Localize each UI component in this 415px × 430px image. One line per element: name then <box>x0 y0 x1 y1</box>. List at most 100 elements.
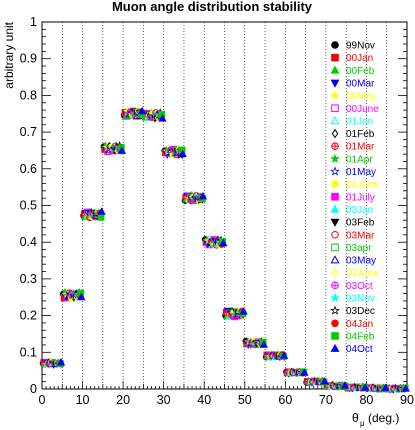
legend-marker <box>330 116 340 125</box>
y-tick-label: 0 <box>30 382 37 396</box>
data-point <box>340 381 350 389</box>
legend-item: 00Jan <box>331 53 373 64</box>
data-point <box>320 376 329 385</box>
legend-item: 03Mar <box>331 230 375 241</box>
data-point <box>138 106 147 115</box>
x-tick-label: 90 <box>400 393 414 407</box>
y-axis-label: arbitrary unit <box>2 21 16 88</box>
legend-item: 01Jan <box>330 116 373 127</box>
legend-marker <box>331 53 339 62</box>
legend-marker <box>330 255 340 264</box>
legend-item: 00Feb <box>330 65 375 77</box>
x-tick-labels: 0 10 20 30 40 50 60 70 80 90 <box>39 393 414 407</box>
x-tick-label: 80 <box>359 393 373 407</box>
y-tick-label: 0.3 <box>20 272 37 286</box>
legend-marker <box>331 104 339 113</box>
legend-label: 03Nov <box>346 294 375 305</box>
legend-marker <box>330 65 340 74</box>
x-tick-label: 60 <box>278 393 292 407</box>
legend-marker <box>331 319 339 328</box>
legend-marker <box>331 193 339 201</box>
legend-label: 00May <box>346 91 376 102</box>
legend-label: 04Jan <box>346 319 373 330</box>
x-axis-label-subscript: μ <box>360 419 365 428</box>
legend-label: 03Mar <box>346 230 375 241</box>
legend-label: 99Nov <box>346 41 375 52</box>
legend-marker <box>330 292 340 303</box>
legend-label: 03Oct <box>346 281 373 292</box>
legend-item: 01Feb <box>331 128 375 140</box>
legend-marker <box>330 218 340 227</box>
legend-item: 01Apr <box>330 153 373 165</box>
legend-marker <box>330 343 340 352</box>
data-point <box>178 149 187 158</box>
legend-label: 04Feb <box>346 331 375 342</box>
legend-label: 03Jan <box>346 205 373 216</box>
data-point <box>219 238 228 247</box>
legend-item: 00June <box>331 104 379 115</box>
y-tick-label: 0.8 <box>20 88 37 102</box>
data-point <box>381 383 390 392</box>
legend-label: 01May <box>346 167 376 178</box>
legend-item: 01June <box>331 180 379 191</box>
x-tick-label: 20 <box>116 393 130 407</box>
legend-item: 03May <box>330 255 376 267</box>
legend-item: 03Dec <box>330 305 375 317</box>
y-tick-label: 0.6 <box>20 162 37 176</box>
legend-label: 03apr <box>346 243 372 254</box>
legend-label: 01Jan <box>346 116 373 127</box>
data-points <box>39 106 410 394</box>
data-point <box>56 357 66 366</box>
data-point <box>158 114 167 122</box>
legend-item: 03Oct <box>331 281 373 292</box>
legend-item: 03Nov <box>330 292 375 305</box>
y-tick-label: 1 <box>30 15 37 29</box>
legend-label: 03Dec <box>346 306 375 317</box>
legend-label: 04Oct <box>346 344 373 355</box>
legend-item: 04Feb <box>331 331 375 342</box>
legend-marker <box>331 230 339 239</box>
axis-ticks <box>41 21 408 390</box>
legend-marker <box>331 142 339 150</box>
data-point <box>279 351 289 359</box>
legend-item: 01July <box>331 192 375 203</box>
x-axis-label: θ μ (deg.) <box>352 411 399 428</box>
legend-label: 00Jan <box>346 53 373 64</box>
data-point <box>97 207 106 215</box>
data-point <box>198 191 208 200</box>
legend-marker <box>331 180 339 188</box>
legend-marker <box>331 332 339 340</box>
legend-marker <box>330 79 340 88</box>
x-tick-label: 70 <box>319 393 333 407</box>
data-point <box>97 213 105 221</box>
legend-marker <box>331 267 339 278</box>
legend-marker <box>330 153 340 163</box>
x-tick-label: 30 <box>157 393 171 407</box>
chart-title: Muon angle distribution stability <box>112 0 313 14</box>
x-tick-label: 50 <box>238 393 252 407</box>
legend-label: 03May <box>346 256 376 267</box>
x-axis-label-theta: θ <box>352 411 359 425</box>
legend-item: 01May <box>330 166 376 178</box>
legend-label: 03Feb <box>346 218 375 229</box>
legend-label: 01Mar <box>346 142 375 153</box>
y-tick-label: 0.1 <box>20 345 37 359</box>
legend-label: 01Apr <box>346 154 373 165</box>
legend-marker <box>330 305 340 315</box>
data-point <box>259 340 268 348</box>
data-point <box>77 292 86 301</box>
y-tick-label: 0.7 <box>20 125 37 139</box>
y-tick-label: 0.4 <box>20 235 37 249</box>
legend-marker <box>330 204 340 213</box>
legend-item: 00Mar <box>330 78 375 89</box>
data-point <box>300 368 309 376</box>
legend-marker <box>330 166 340 176</box>
legend-label: 01July <box>346 192 375 203</box>
grid-lines <box>61 22 388 389</box>
legend-marker <box>331 243 339 252</box>
data-point <box>239 307 248 315</box>
legend-marker <box>331 41 339 49</box>
x-tick-label: 0 <box>39 393 46 407</box>
